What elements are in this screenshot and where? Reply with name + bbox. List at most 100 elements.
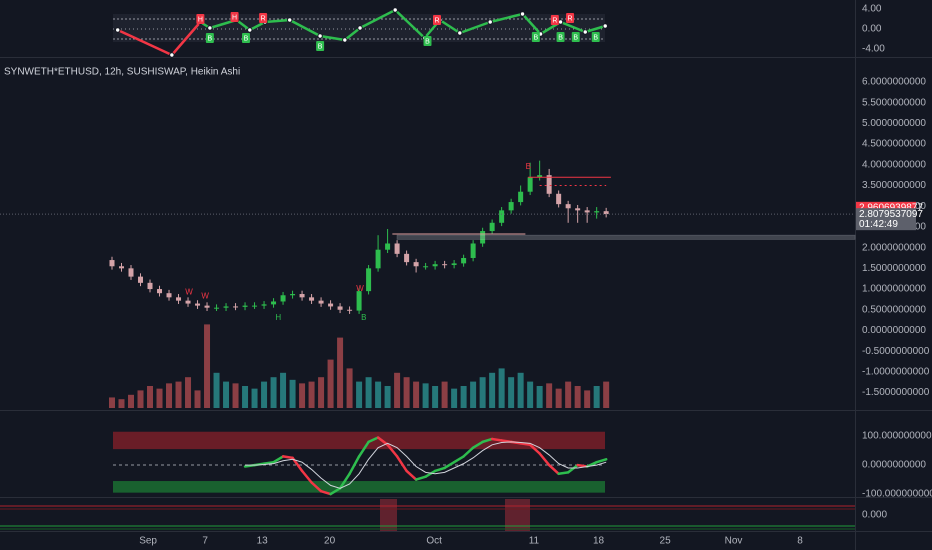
x-tick-label: 8 [797, 536, 803, 547]
candle-body [176, 297, 182, 301]
candle-body [233, 306, 239, 308]
annotation: H [232, 14, 237, 21]
line-segment [262, 460, 275, 465]
line-segment [481, 437, 494, 444]
line-segment [116, 28, 174, 57]
candle-body [119, 266, 125, 269]
line-segment [433, 466, 446, 473]
candle-body [451, 263, 457, 266]
y-tick-label: -1.5000000000 [862, 387, 930, 398]
y-tick-label: 1.5000000000 [862, 263, 926, 274]
volume-bar [156, 388, 163, 408]
annotation: B [526, 162, 531, 171]
volume-bar [232, 383, 239, 408]
candle-body [138, 276, 144, 283]
line-segment [405, 469, 418, 481]
point [357, 25, 363, 31]
volume-bar [527, 381, 534, 408]
candle-body [290, 294, 296, 296]
volume-bar [204, 324, 211, 408]
line-segment [310, 481, 323, 493]
volume-bar [413, 381, 420, 408]
annotation: R [434, 17, 439, 24]
point [557, 19, 564, 25]
point [519, 11, 526, 17]
candle-body [223, 306, 229, 308]
y-tick-label: 2.0000000000 [862, 242, 926, 253]
y-tick-label: 5.5000000000 [862, 97, 926, 108]
volume-bar [194, 390, 201, 408]
line-segment [519, 442, 532, 447]
volume-bar [451, 388, 458, 408]
x-tick-label: 13 [257, 536, 269, 547]
annotation: B [558, 34, 563, 41]
candle-body [375, 249, 381, 269]
line-segment [488, 12, 524, 24]
y-tick-label: -4.00 [862, 44, 885, 55]
annotation: B [534, 34, 539, 41]
line-segment [263, 18, 291, 24]
candle-body [603, 211, 609, 215]
candle-body [147, 282, 153, 290]
line-segment [443, 460, 456, 470]
candle-body [584, 210, 590, 213]
point [317, 33, 323, 39]
annotation-box [531, 32, 540, 42]
point [247, 27, 253, 33]
annotation: B [361, 313, 366, 322]
point [342, 37, 348, 43]
candle-body [470, 243, 476, 258]
line-segment [170, 20, 202, 57]
line-segment [338, 472, 351, 490]
x-tick-label: 20 [324, 536, 336, 547]
volume-bar [147, 386, 154, 408]
line-segment [393, 8, 426, 40]
x-tick-label: Oct [426, 536, 442, 547]
point [392, 7, 398, 13]
y-tick-label: 4.0000000000 [862, 159, 926, 170]
annotation: B [244, 35, 249, 42]
candle-body [565, 204, 571, 209]
line-segment [559, 20, 587, 34]
annotation-box [316, 41, 325, 51]
zone [396, 234, 856, 240]
y-tick-label: -100.0000000000 [862, 489, 932, 500]
y-tick-label: 100.000000000 [862, 431, 932, 442]
volume-bar [337, 337, 344, 408]
volume-bar [175, 381, 182, 408]
volume-bar [118, 399, 125, 408]
annotation-box [230, 12, 239, 22]
candle-body [508, 202, 514, 211]
annotation: H [198, 16, 203, 23]
y-tick-label: 0.0000000000 [862, 460, 926, 471]
chart-title: SYNWETH*ETHUSD, 12h, SUSHISWAP, Heikin A… [4, 67, 240, 78]
annotation: R [261, 15, 266, 22]
candle-body [489, 222, 495, 232]
line-segment [288, 18, 322, 38]
band [113, 431, 605, 450]
annotation: B [318, 43, 323, 50]
y-tick-label: 0.5000000000 [862, 304, 926, 315]
candle-body [128, 268, 134, 277]
volume-bar [261, 381, 268, 408]
line-segment [329, 487, 342, 496]
y-tick-label: -1.0000000000 [862, 367, 930, 378]
annotation: B [573, 34, 578, 41]
volume-bar [574, 386, 581, 408]
line-segment [281, 455, 294, 460]
annotation: W [185, 287, 193, 296]
volume-bar [536, 386, 543, 408]
line-segment [348, 455, 361, 476]
candle-body [423, 266, 429, 268]
line-segment [471, 440, 484, 449]
line [245, 441, 607, 489]
volume-bar [584, 390, 591, 408]
volume-bar [327, 359, 334, 408]
line-segment [319, 489, 332, 496]
line-segment [357, 440, 370, 458]
candle-body [546, 175, 552, 194]
annotation: H [275, 313, 281, 322]
candle-body [185, 300, 191, 304]
